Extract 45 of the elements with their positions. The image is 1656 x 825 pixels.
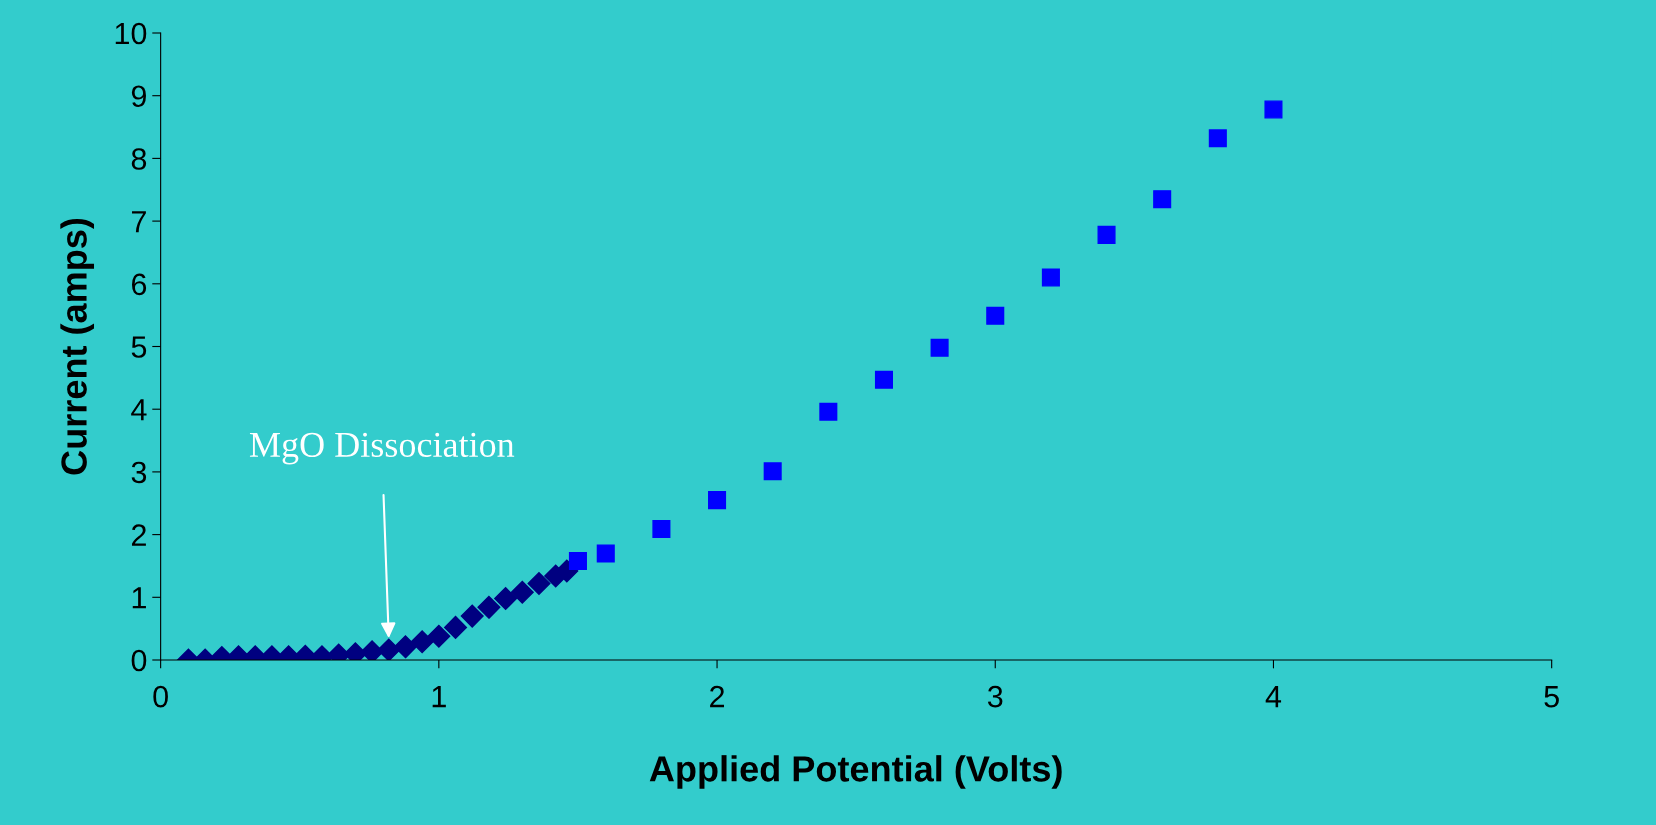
- x-tick-label: 2: [710, 685, 725, 708]
- point: [1208, 129, 1227, 148]
- point: [477, 595, 501, 619]
- y-tick-label: 1: [132, 587, 146, 609]
- y-tick-label: 6: [132, 273, 147, 296]
- point: [510, 580, 534, 604]
- point: [410, 630, 434, 654]
- point: [444, 615, 468, 639]
- x-tick-label: 3: [987, 685, 1003, 708]
- point: [1264, 100, 1283, 119]
- point: [360, 640, 384, 660]
- point: [596, 544, 615, 563]
- y-tick-label: 8: [131, 148, 147, 170]
- point: [494, 587, 518, 611]
- point: [1041, 268, 1060, 287]
- point: [708, 491, 727, 510]
- point: [819, 402, 838, 421]
- x-tick-label: 1: [432, 686, 446, 708]
- y-tick-label: 4: [131, 399, 147, 421]
- point: [527, 572, 551, 596]
- point: [427, 624, 451, 648]
- y-tick-label: 3: [131, 461, 147, 484]
- y-tick-label: 2: [131, 524, 146, 546]
- point: [377, 638, 401, 660]
- point: [568, 551, 587, 570]
- point: [874, 370, 894, 389]
- point: [393, 635, 417, 659]
- annotation: MgO Dissociation: [249, 432, 515, 465]
- point: [986, 306, 1005, 325]
- x-tick-label: 0: [153, 685, 168, 708]
- x-axis-title: Applied Potential (Volts): [649, 755, 1062, 789]
- x-tick-label: 5: [1544, 686, 1559, 708]
- point: [460, 604, 484, 628]
- y-axis-title: Current (amps): [60, 218, 95, 475]
- y-tick-label: 7: [132, 211, 146, 233]
- point: [930, 338, 949, 357]
- point: [1097, 225, 1116, 244]
- y-tick-label: 9: [131, 85, 146, 108]
- y-tick-label: 0: [131, 649, 147, 672]
- y-tick-label: 5: [131, 336, 147, 358]
- y-tick-label: 10: [115, 22, 147, 45]
- x-tick-label: 4: [1265, 686, 1282, 708]
- point: [652, 519, 671, 538]
- point: [1153, 190, 1172, 209]
- point: [763, 462, 782, 481]
